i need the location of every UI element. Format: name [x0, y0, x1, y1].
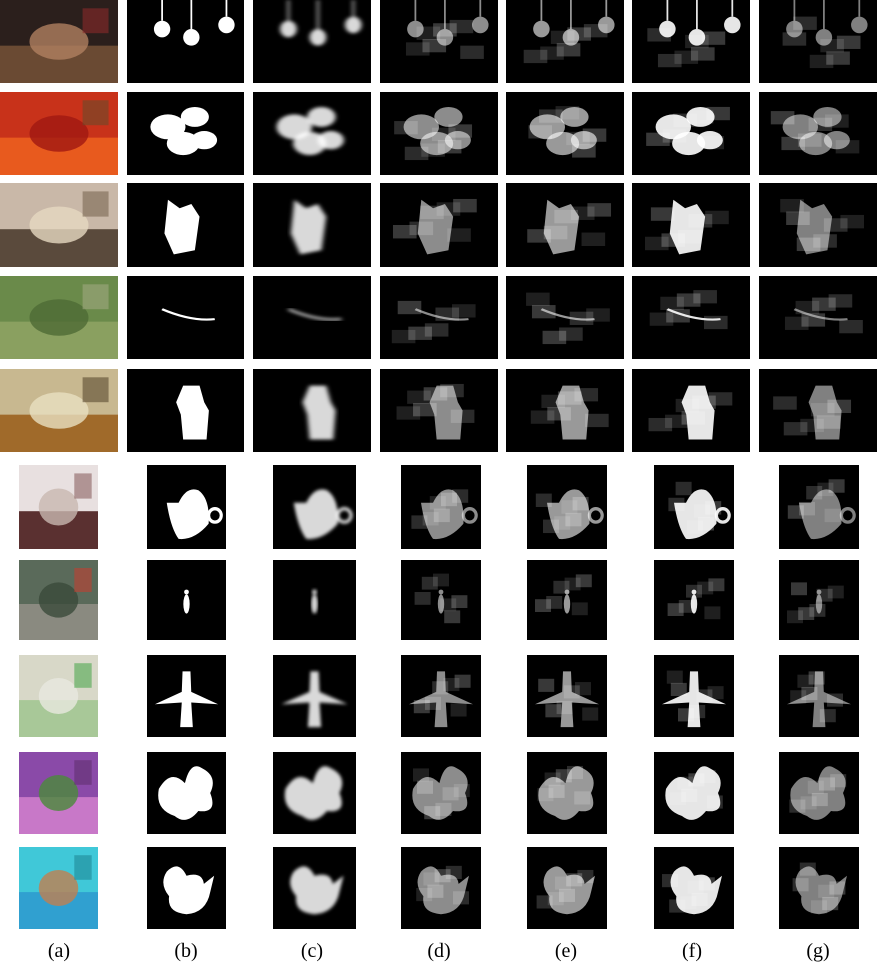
input-photo — [0, 276, 118, 359]
input-photo — [0, 369, 118, 452]
saliency-map — [273, 560, 356, 640]
saliency-map — [401, 560, 481, 640]
saliency-map — [147, 847, 226, 929]
saliency-map — [759, 183, 877, 267]
column-caption: (c) — [300, 940, 324, 962]
saliency-map — [654, 560, 734, 640]
saliency-map — [380, 276, 498, 359]
saliency-map — [127, 92, 244, 175]
saliency-map — [654, 465, 734, 549]
saliency-map — [779, 465, 859, 549]
saliency-map — [506, 276, 624, 359]
saliency-map — [779, 655, 859, 737]
saliency-map — [654, 655, 734, 737]
saliency-map — [127, 183, 244, 267]
input-photo — [19, 560, 98, 640]
saliency-map — [632, 92, 750, 175]
column-caption: (d) — [427, 940, 451, 962]
saliency-map — [759, 0, 877, 83]
column-caption: (g) — [806, 940, 830, 962]
saliency-map — [527, 560, 607, 640]
saliency-map — [253, 276, 371, 359]
saliency-map — [506, 0, 624, 83]
saliency-map — [632, 369, 750, 452]
saliency-map — [127, 276, 244, 359]
saliency-map — [632, 276, 750, 359]
input-photo — [19, 655, 98, 737]
saliency-map — [401, 465, 481, 549]
saliency-map — [273, 752, 356, 834]
input-photo — [0, 183, 118, 267]
column-caption: (b) — [174, 940, 198, 962]
saliency-map — [632, 183, 750, 267]
saliency-map — [527, 752, 607, 834]
saliency-map — [779, 847, 859, 929]
saliency-map — [759, 369, 877, 452]
input-photo — [19, 847, 98, 929]
saliency-map — [127, 0, 244, 83]
saliency-map — [759, 276, 877, 359]
saliency-map — [147, 465, 226, 549]
column-caption: (e) — [554, 940, 578, 962]
saliency-map — [759, 92, 877, 175]
input-photo — [0, 0, 118, 83]
column-caption: (f) — [682, 940, 702, 962]
saliency-map — [401, 655, 481, 737]
saliency-map — [147, 560, 226, 640]
saliency-map — [506, 92, 624, 175]
saliency-map — [380, 92, 498, 175]
saliency-map — [253, 92, 371, 175]
input-photo — [19, 752, 98, 834]
saliency-map — [654, 752, 734, 834]
saliency-map — [506, 183, 624, 267]
saliency-map — [527, 465, 607, 549]
saliency-map — [401, 847, 481, 929]
saliency-map — [380, 0, 498, 83]
saliency-map — [380, 369, 498, 452]
saliency-map — [527, 847, 607, 929]
column-caption: (a) — [47, 940, 71, 962]
saliency-map — [779, 752, 859, 834]
saliency-map — [127, 369, 244, 452]
saliency-map — [273, 847, 356, 929]
saliency-map — [527, 655, 607, 737]
saliency-map — [253, 0, 371, 83]
saliency-map — [380, 183, 498, 267]
saliency-map — [632, 0, 750, 83]
saliency-map — [147, 655, 226, 737]
saliency-map — [654, 847, 734, 929]
input-photo — [19, 465, 98, 549]
saliency-map — [506, 369, 624, 452]
saliency-map — [253, 369, 371, 452]
saliency-map — [779, 560, 859, 640]
saliency-map — [147, 752, 226, 834]
saliency-map — [273, 655, 356, 737]
saliency-map — [401, 752, 481, 834]
input-photo — [0, 92, 118, 175]
saliency-map — [273, 465, 356, 549]
saliency-map — [253, 183, 371, 267]
